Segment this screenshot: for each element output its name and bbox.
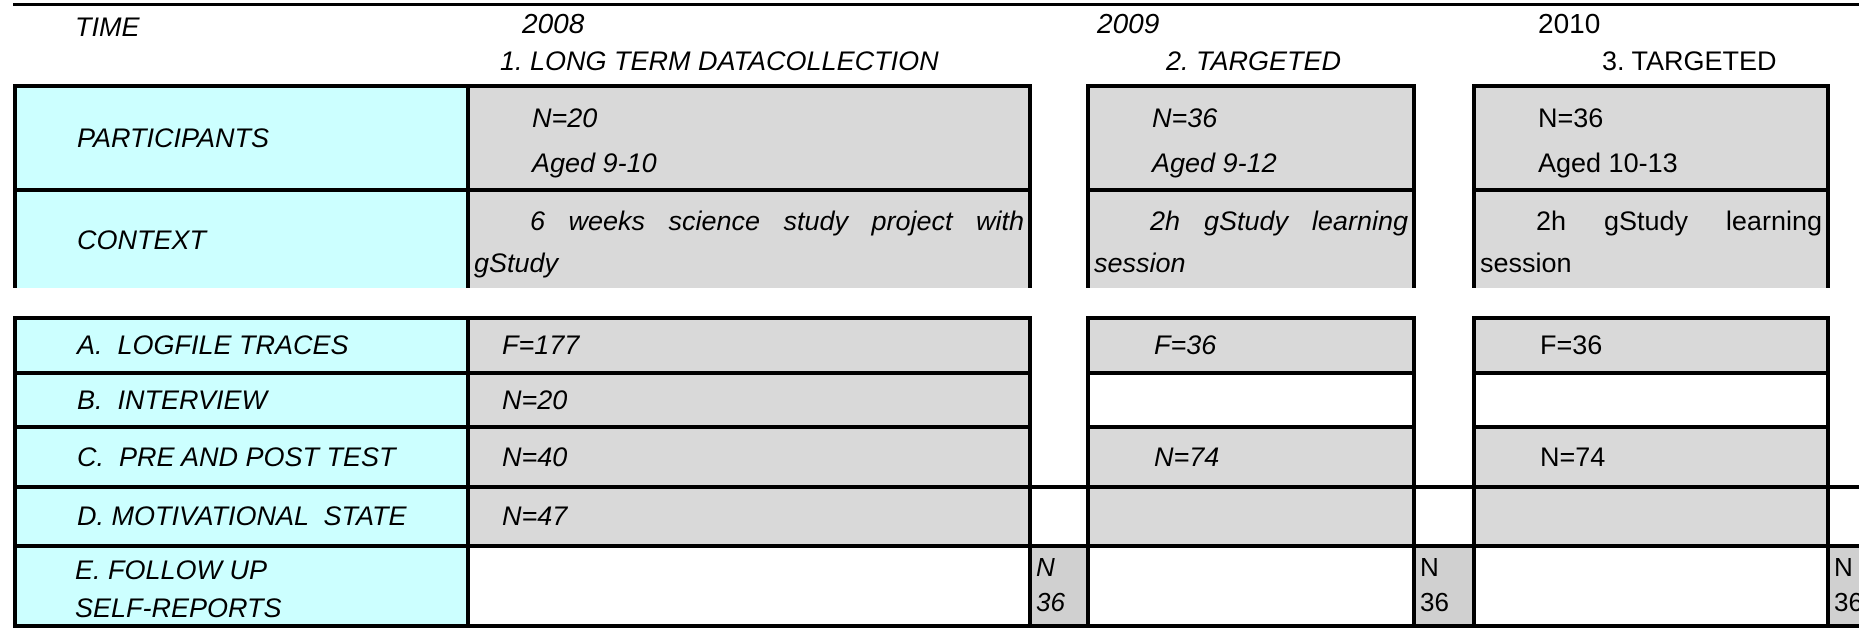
row-label-pre-post-test: C. PRE AND POST TEST [17,429,466,485]
participants-2009-n: N=36 [1152,103,1218,133]
cell-followup-1: N 36 [1032,548,1086,624]
context-2009-line1: 2h gStudy learning [1150,206,1408,236]
cell-motivational-2008: N=47 [470,489,1028,544]
cell-participants-2008: N=20 Aged 9-10 [470,88,1028,188]
cell-prepost-2009: N=74 [1090,429,1412,485]
grid-line [1028,316,1032,628]
cell-logfile-2009: F=36 [1090,320,1412,371]
row-label-logfile-traces: A. LOGFILE TRACES [17,320,466,371]
participants-2008-age: Aged 9-10 [532,148,657,178]
grid-line [13,316,1032,320]
grid-line [1090,371,1416,375]
year-2010: 2010 [1538,8,1601,39]
grid-line [1476,316,1830,320]
cell-context-2010: 2h gStudy learning session [1476,192,1826,288]
followup-3-n: N [1834,552,1853,582]
row-label-follow-up: E. FOLLOW UP SELF-REPORTS [17,548,466,624]
cell-followup-2: N 36 [1416,548,1472,624]
cell-logfile-2008: F=177 [470,320,1028,371]
grid-line [1472,84,1476,288]
cell-context-2008: 6 weeks science study project with gStud… [470,192,1028,288]
row-label-context: CONTEXT [17,192,466,288]
row-label-motivational-state: D. MOTIVATIONAL STATE [17,489,466,544]
grid-line [1412,316,1416,628]
cell-followup-3: N 36 [1830,548,1859,624]
grid-line [1090,84,1416,88]
cell-interview-2008: N=20 [470,375,1028,425]
cell-motivational-2009 [1090,489,1412,544]
grid-line [1476,425,1830,429]
grid-line [1476,371,1830,375]
context-2008-line1: 6 weeks science study project with [530,206,1024,236]
period-3-subtitle: 3. TARGETED [1602,46,1777,76]
followup-1-36: 36 [1036,587,1065,617]
period-2-subtitle: 2. TARGETED [1166,46,1342,76]
context-2010-line2: session [1480,248,1572,278]
participants-2009-age: Aged 9-12 [1152,148,1277,178]
time-header: TIME [75,12,140,42]
grid-line-bottom [13,624,1859,628]
period-1-subtitle: 1. LONG TERM DATACOLLECTION [500,46,939,76]
cell-participants-2009: N=36 Aged 9-12 [1090,88,1412,188]
participants-2010-n: N=36 [1538,103,1604,133]
grid-line [13,84,17,288]
grid-line [1090,316,1416,320]
context-2009-line2: session [1094,248,1186,278]
context-2010-line1: 2h gStudy learning [1536,206,1822,236]
grid-line [1412,84,1416,288]
cell-participants-2010: N=36 Aged 10-13 [1476,88,1826,188]
cell-motivational-2010 [1476,489,1826,544]
grid-line [13,84,1032,88]
grid-line [13,188,1032,192]
cell-context-2009: 2h gStudy learning session [1090,192,1412,288]
grid-line [1086,316,1090,628]
participants-2008-n: N=20 [532,103,598,133]
grid-line [1090,188,1416,192]
participants-2010-age: Aged 10-13 [1538,148,1678,178]
grid-line [1826,316,1830,628]
grid-line [1476,84,1830,88]
year-2009: 2009 [1097,8,1160,39]
cell-prepost-2010: N=74 [1476,429,1826,485]
grid-line [1472,316,1476,628]
row-label-participants: PARTICIPANTS [17,88,466,188]
grid-line [466,316,470,628]
followup-2-n: N [1420,552,1439,582]
grid-line [13,371,1032,375]
grid-line [1476,188,1830,192]
cell-prepost-2008: N=40 [470,429,1028,485]
grid-line-top [13,3,1859,6]
grid-line [13,316,17,628]
context-2008-line2: gStudy [474,248,559,278]
follow-up-label-line2: SELF-REPORTS [75,593,282,623]
grid-line [1090,425,1416,429]
grid-line [1086,84,1090,288]
grid-line [13,425,1032,429]
grid-line [1826,84,1830,288]
grid-line [13,544,1859,548]
followup-3-36: 36 [1834,587,1859,617]
follow-up-label-line1: E. FOLLOW UP [75,555,268,585]
year-2008: 2008 [522,8,585,39]
grid-line [13,485,1859,489]
grid-line [1028,84,1032,288]
grid-line [466,84,470,288]
followup-1-n: N [1036,552,1055,582]
followup-2-36: 36 [1420,587,1449,617]
cell-logfile-2010: F=36 [1476,320,1826,371]
row-label-interview: B. INTERVIEW [17,375,466,425]
